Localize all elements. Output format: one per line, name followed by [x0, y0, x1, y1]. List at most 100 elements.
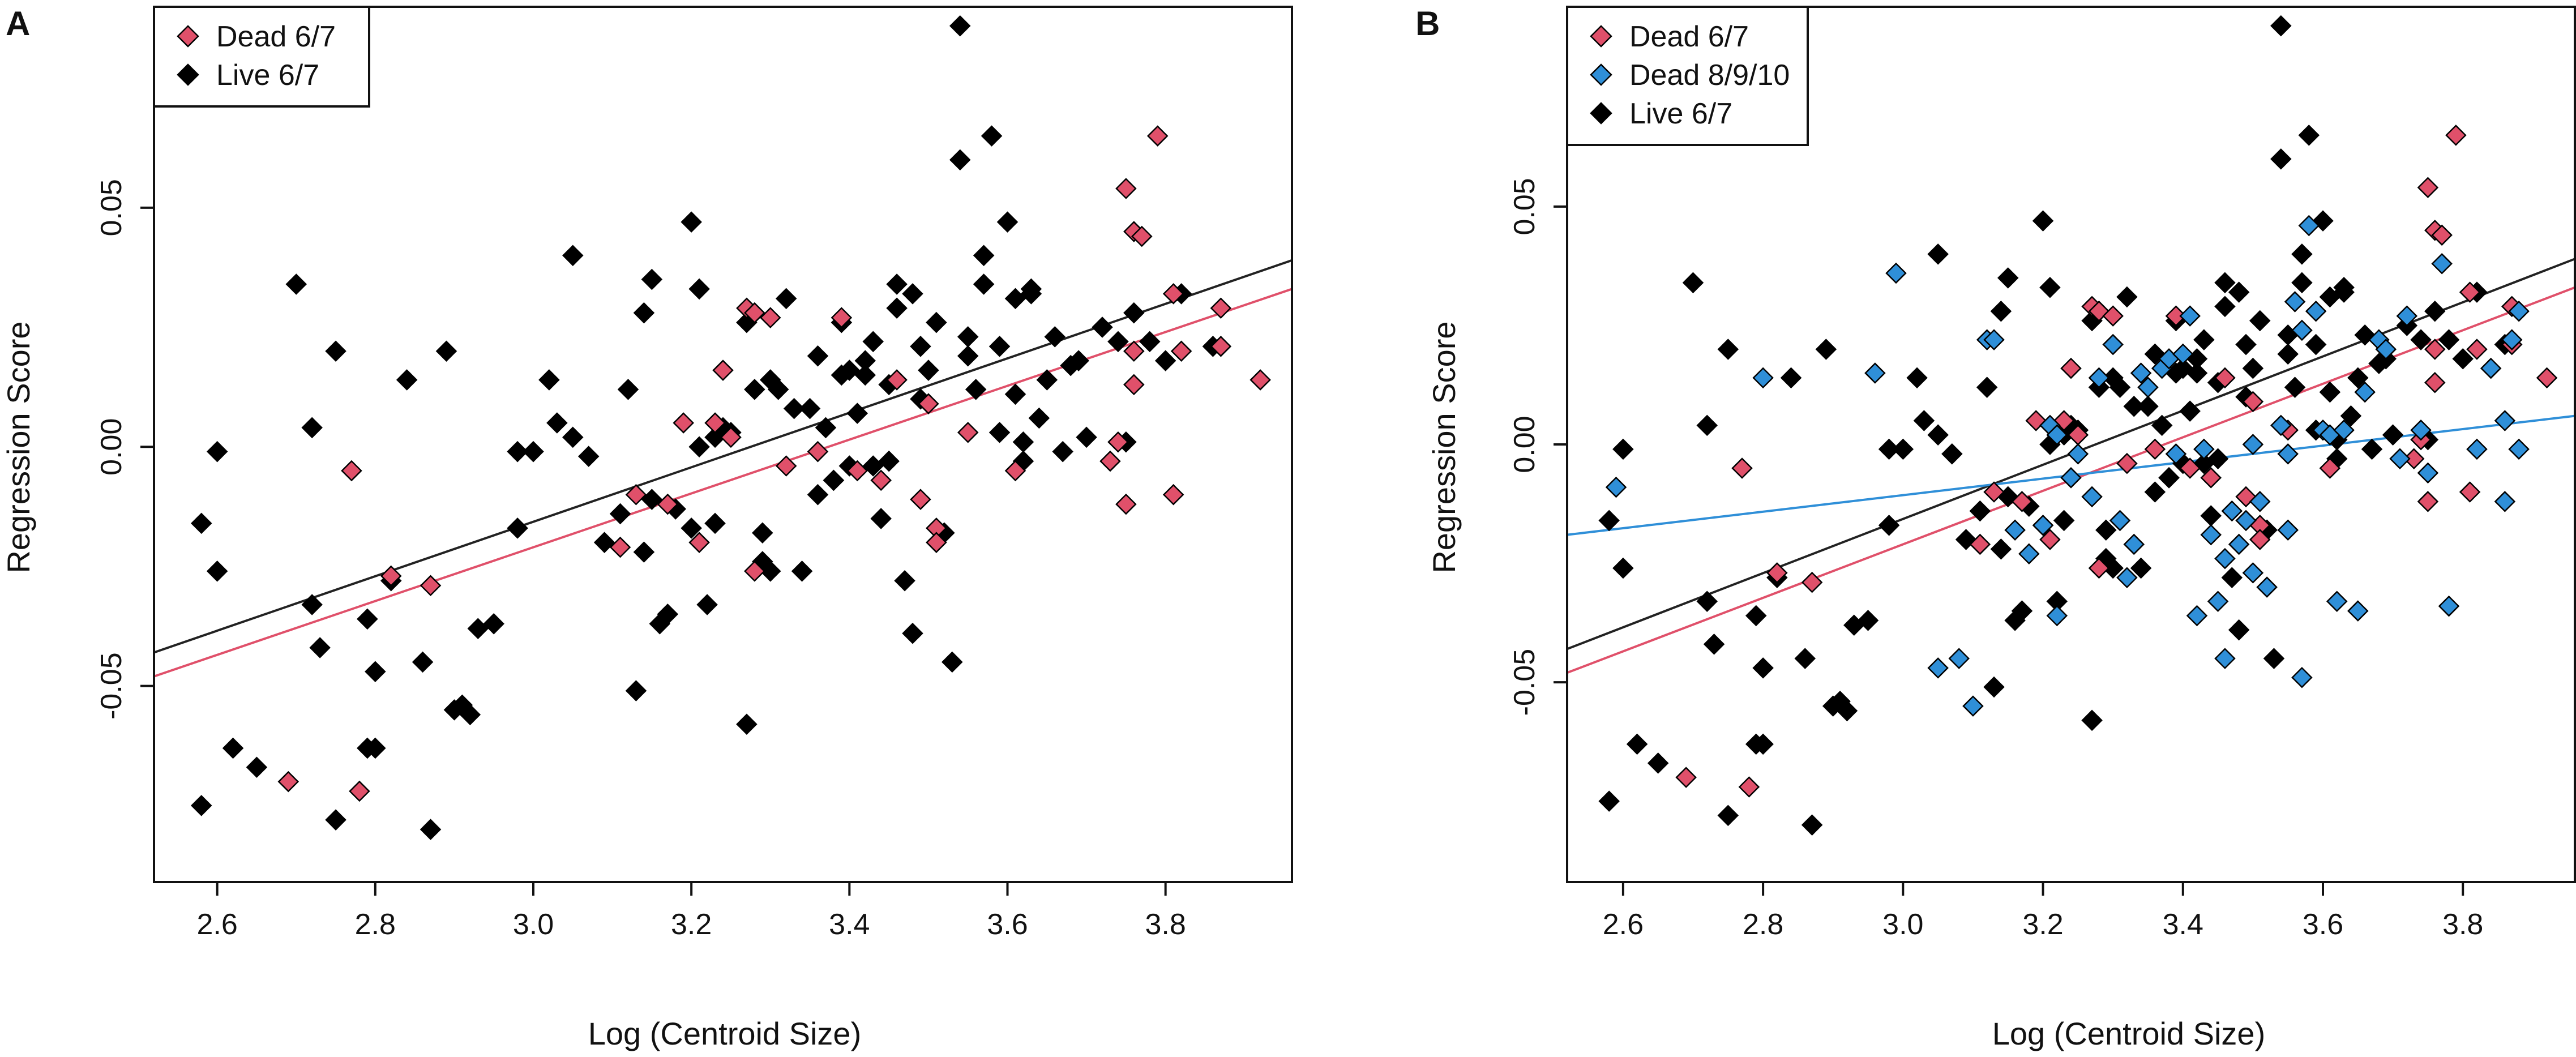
data-point — [2032, 210, 2054, 232]
data-point — [1738, 776, 1760, 798]
data-point — [1020, 283, 1042, 305]
data-point — [1250, 369, 1271, 391]
data-point — [886, 273, 908, 295]
data-point — [1745, 605, 1767, 627]
x-axis-title: Log (Centroid Size) — [588, 1016, 861, 1051]
data-point — [2116, 567, 2138, 589]
data-point — [1123, 340, 1145, 362]
data-point — [759, 560, 781, 582]
data-point — [2179, 400, 2201, 422]
data-point — [846, 460, 868, 482]
data-point — [1766, 562, 1788, 584]
data-point — [2228, 619, 2250, 641]
data-point — [1012, 431, 1034, 453]
data-point — [704, 512, 726, 534]
data-point — [2417, 491, 2439, 512]
data-point — [2501, 329, 2523, 350]
data-point — [2431, 224, 2453, 246]
x-tick-label: 3.4 — [829, 908, 870, 941]
data-point — [2067, 443, 2089, 465]
data-point — [1717, 804, 1739, 827]
data-point — [1801, 571, 1823, 593]
data-point — [1990, 300, 2012, 322]
data-point — [577, 446, 600, 467]
data-point — [736, 713, 758, 735]
data-point — [823, 469, 845, 491]
data-point — [744, 302, 765, 324]
data-point — [2270, 15, 2292, 37]
data-point — [926, 532, 947, 553]
data-point — [775, 455, 797, 477]
data-point — [989, 336, 1011, 357]
data-point — [870, 508, 892, 529]
data-point — [1170, 340, 1192, 362]
data-point — [2214, 648, 2236, 669]
data-point — [2053, 510, 2075, 532]
data-point — [2242, 434, 2264, 455]
panel-label: A — [6, 5, 30, 42]
data-point — [2123, 533, 2145, 555]
data-point — [1857, 610, 1879, 631]
x-tick-label: 3.0 — [1882, 908, 1923, 941]
data-point — [2333, 281, 2355, 303]
data-point — [1864, 362, 1886, 384]
data-point — [609, 536, 631, 558]
data-point — [1752, 733, 1774, 755]
data-point — [2277, 519, 2299, 541]
data-point — [2242, 391, 2264, 413]
data-point — [2004, 519, 2026, 541]
data-point — [862, 455, 884, 477]
y-tick-label: -0.05 — [1508, 649, 1541, 716]
data-point — [2011, 491, 2033, 512]
data-point — [2256, 576, 2278, 598]
data-point — [1696, 414, 1718, 437]
data-point — [688, 278, 710, 300]
data-point — [918, 393, 939, 414]
data-point — [1675, 767, 1697, 788]
data-point — [2046, 605, 2068, 627]
data-point — [2011, 600, 2033, 622]
data-point — [2319, 457, 2341, 479]
data-point — [1162, 483, 1184, 506]
data-point — [206, 440, 228, 463]
data-point — [206, 560, 228, 582]
fit-line — [153, 288, 1293, 678]
data-point — [1696, 590, 1718, 613]
data-point — [1885, 262, 1907, 284]
legend-marker — [1590, 63, 1612, 86]
data-point — [301, 594, 323, 615]
data-point — [2424, 300, 2446, 322]
data-point — [365, 661, 386, 683]
data-point — [2095, 519, 2117, 541]
data-point — [957, 345, 979, 367]
data-point — [2270, 148, 2292, 170]
data-point — [1154, 350, 1176, 371]
x-tick-label: 3.6 — [987, 908, 1028, 941]
data-point — [2459, 481, 2481, 503]
data-point — [2046, 424, 2068, 446]
data-point — [1068, 350, 1089, 371]
data-point — [562, 245, 584, 267]
data-point — [1598, 790, 1620, 812]
x-tick-label: 2.6 — [197, 908, 238, 941]
data-point — [807, 440, 829, 463]
data-point — [2109, 376, 2131, 398]
data-point — [2109, 510, 2131, 532]
data-point — [1962, 695, 1984, 717]
data-point — [2060, 357, 2082, 379]
data-point — [2088, 367, 2110, 389]
data-point — [1605, 476, 1627, 498]
data-point — [870, 469, 892, 491]
data-point — [633, 302, 655, 324]
data-point — [2130, 362, 2152, 384]
data-point — [190, 795, 212, 816]
data-point — [2249, 310, 2271, 332]
data-point — [2326, 590, 2348, 613]
data-point — [831, 307, 853, 328]
data-point — [752, 522, 773, 544]
data-points — [190, 15, 1271, 840]
data-point — [2242, 562, 2264, 584]
data-point — [1815, 339, 1837, 360]
data-point — [1983, 676, 2005, 698]
data-point — [2284, 291, 2306, 313]
